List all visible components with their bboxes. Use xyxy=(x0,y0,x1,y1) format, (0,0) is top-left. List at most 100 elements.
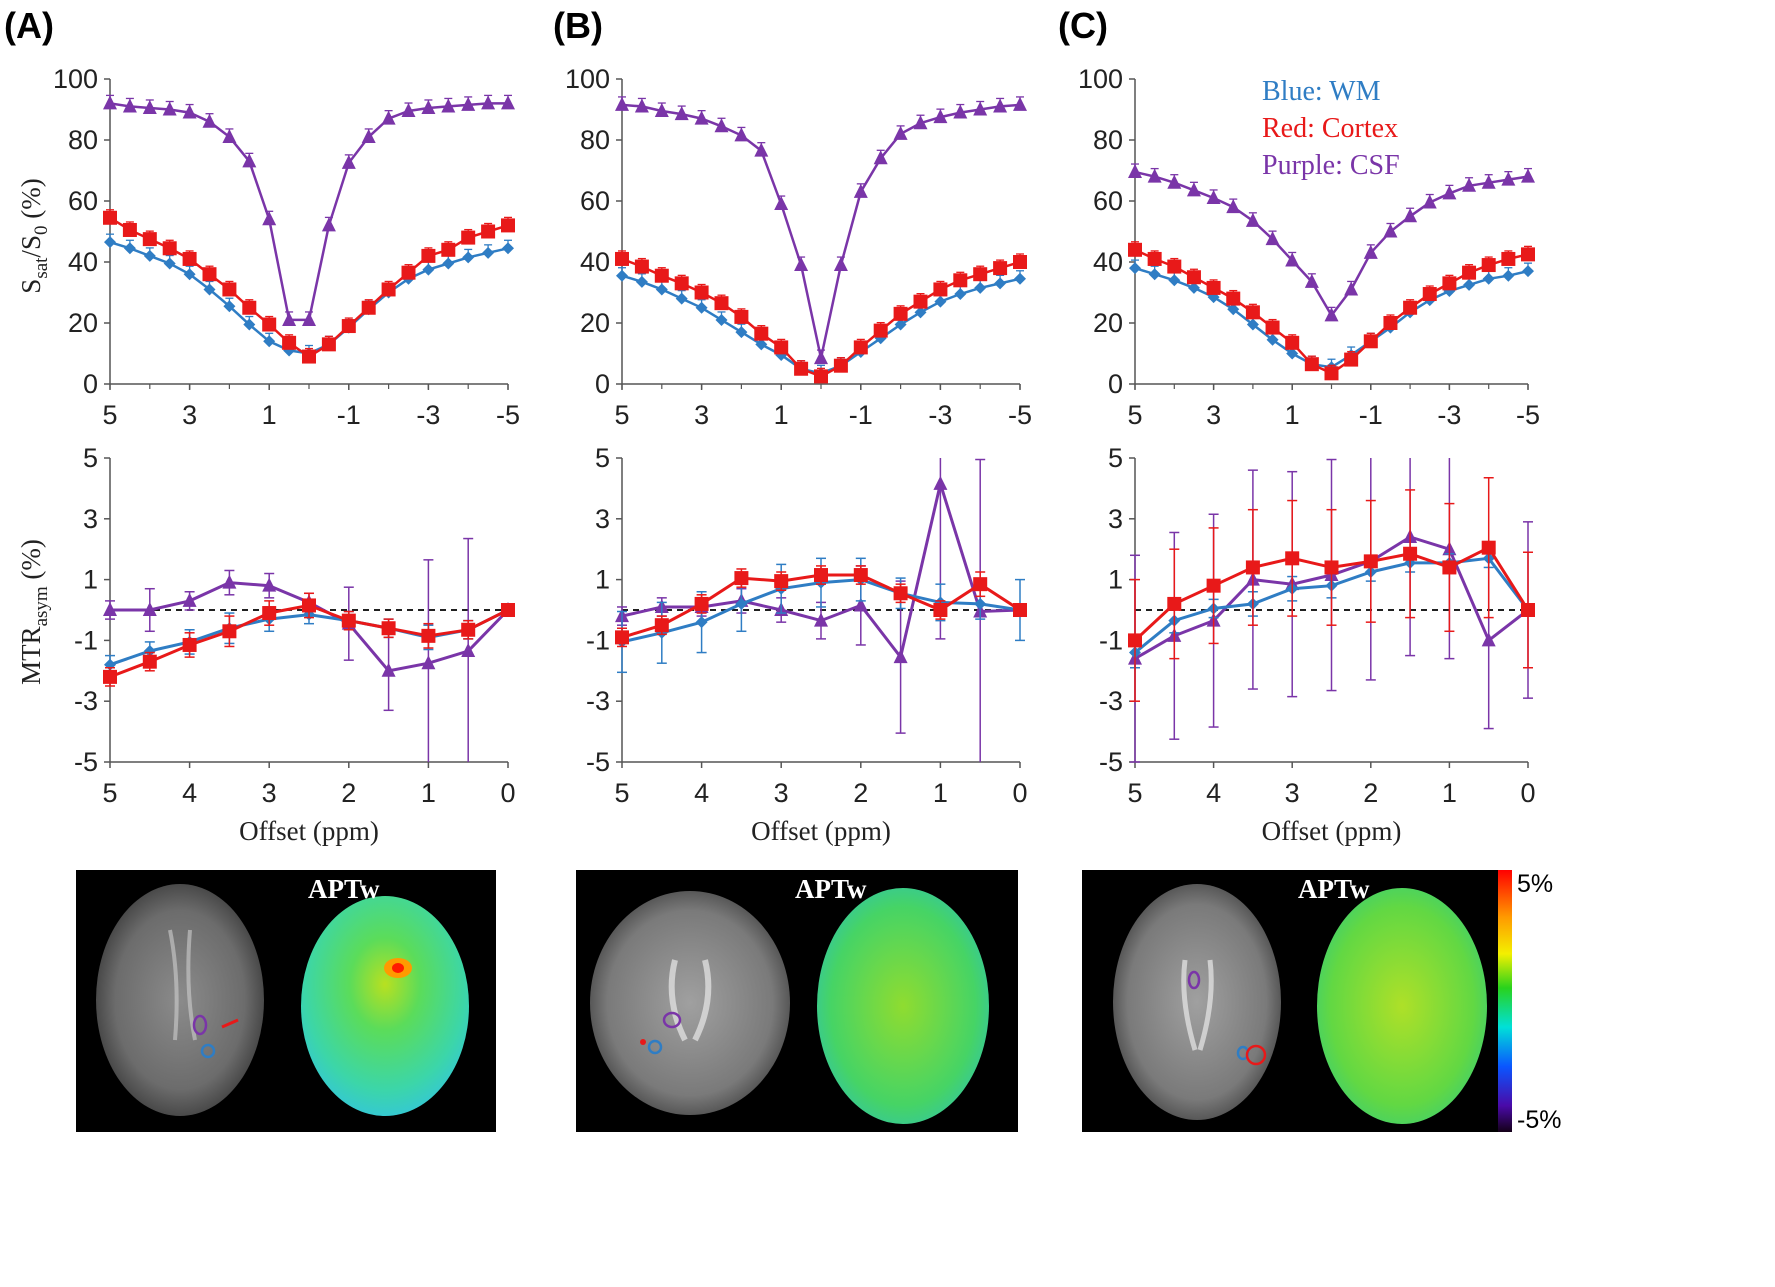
data-point xyxy=(1462,177,1477,192)
data-point xyxy=(401,103,416,118)
data-point xyxy=(243,318,256,331)
data-point xyxy=(1422,287,1437,302)
data-point xyxy=(302,349,316,364)
chart-zspectrum-1: 0 20 40 60 80 100 5 3 1 -1 -3 -5 xyxy=(565,64,1032,430)
data-point xyxy=(1245,212,1260,227)
data-point xyxy=(1206,189,1221,204)
t2-brain-a xyxy=(96,884,264,1116)
data-point xyxy=(421,655,436,670)
data-point xyxy=(183,268,196,281)
data-point xyxy=(1363,244,1378,259)
data-point xyxy=(103,95,117,110)
y-tick-label: 80 xyxy=(580,125,610,155)
data-point xyxy=(1147,168,1162,183)
data-point xyxy=(654,618,669,633)
data-point xyxy=(913,115,928,130)
x-tick-label: 1 xyxy=(1442,778,1457,808)
data-point xyxy=(421,628,436,643)
data-point xyxy=(933,282,948,297)
data-point xyxy=(853,183,868,198)
y-tick-label: 100 xyxy=(53,64,98,94)
data-point xyxy=(381,282,396,297)
data-point xyxy=(1148,268,1161,281)
data-point xyxy=(462,251,475,264)
data-point xyxy=(694,110,709,125)
series-csf xyxy=(615,96,1027,365)
data-point xyxy=(1422,194,1437,209)
chart-mtrasym-1: -5 -3 -1 1 3 5 5 4 3 2 1 0 Offset (ppm) xyxy=(586,443,1028,846)
data-point xyxy=(1128,633,1142,648)
series-line xyxy=(109,102,508,322)
data-point xyxy=(482,246,495,259)
data-point xyxy=(913,294,928,309)
data-point xyxy=(654,103,669,118)
data-point xyxy=(282,311,297,326)
data-point xyxy=(833,257,848,272)
y-tick-label: 0 xyxy=(83,369,98,399)
data-point xyxy=(182,104,197,119)
data-point xyxy=(103,210,117,225)
y-tick-label: 5 xyxy=(83,443,98,473)
data-point xyxy=(381,110,396,125)
data-point xyxy=(794,361,809,376)
data-point xyxy=(954,288,967,301)
data-point xyxy=(873,323,888,338)
colorbar-min-label: -5% xyxy=(1517,1106,1561,1134)
data-point xyxy=(973,577,988,592)
data-point xyxy=(1481,174,1496,189)
data-point xyxy=(893,649,908,664)
x-tick-label: 1 xyxy=(262,400,277,430)
mid-y-axis-title: MTRasym (%) xyxy=(16,539,52,685)
series-cortex xyxy=(615,565,1027,648)
data-point xyxy=(714,296,729,311)
series-cortex xyxy=(1128,477,1535,702)
data-point xyxy=(1265,320,1280,335)
x-tick-label: 2 xyxy=(1363,778,1378,808)
t2-brain-c xyxy=(1113,884,1281,1120)
data-point xyxy=(1245,305,1260,320)
panel-label-c: (C) xyxy=(1058,5,1108,46)
data-point xyxy=(674,276,689,291)
panel-label-b: (B) xyxy=(553,5,603,46)
data-point xyxy=(502,242,514,255)
data-point xyxy=(754,142,769,157)
data-point xyxy=(993,261,1008,276)
series-cortex xyxy=(103,592,515,687)
data-point xyxy=(381,662,396,677)
data-point xyxy=(422,263,435,276)
y-tick-label: 1 xyxy=(1108,565,1123,595)
data-point xyxy=(163,257,176,270)
data-point xyxy=(953,104,968,119)
data-point xyxy=(1014,272,1026,285)
x-tick-label: -5 xyxy=(496,400,520,430)
data-point xyxy=(634,259,649,274)
y-tick-label: 3 xyxy=(83,504,98,534)
y-tick-label: 40 xyxy=(580,247,610,277)
x-tick-label: 2 xyxy=(341,778,356,808)
data-point xyxy=(934,295,947,308)
data-point xyxy=(814,612,828,627)
data-point xyxy=(1324,366,1339,381)
x-tick-label: 0 xyxy=(1520,778,1535,808)
data-point xyxy=(695,616,708,629)
data-point xyxy=(654,268,669,283)
y-tick-label: 100 xyxy=(565,64,610,94)
x-tick-label: 5 xyxy=(102,400,117,430)
data-point xyxy=(441,98,456,113)
data-point xyxy=(1521,168,1535,183)
y-tick-label: 1 xyxy=(595,565,610,595)
data-point xyxy=(1206,280,1221,295)
data-point xyxy=(1522,265,1534,278)
colorbar xyxy=(1498,870,1512,1132)
data-point xyxy=(1442,185,1457,200)
data-point xyxy=(282,335,297,350)
data-point xyxy=(1245,560,1260,575)
x-tick-label: -5 xyxy=(1008,400,1032,430)
t2-brain-b xyxy=(590,891,790,1115)
data-point xyxy=(914,306,927,319)
data-point xyxy=(1501,251,1516,266)
x-tick-label: -5 xyxy=(1516,400,1540,430)
y-tick-label: 3 xyxy=(1108,504,1123,534)
y-tick-label: 5 xyxy=(1108,443,1123,473)
data-point xyxy=(933,475,948,490)
